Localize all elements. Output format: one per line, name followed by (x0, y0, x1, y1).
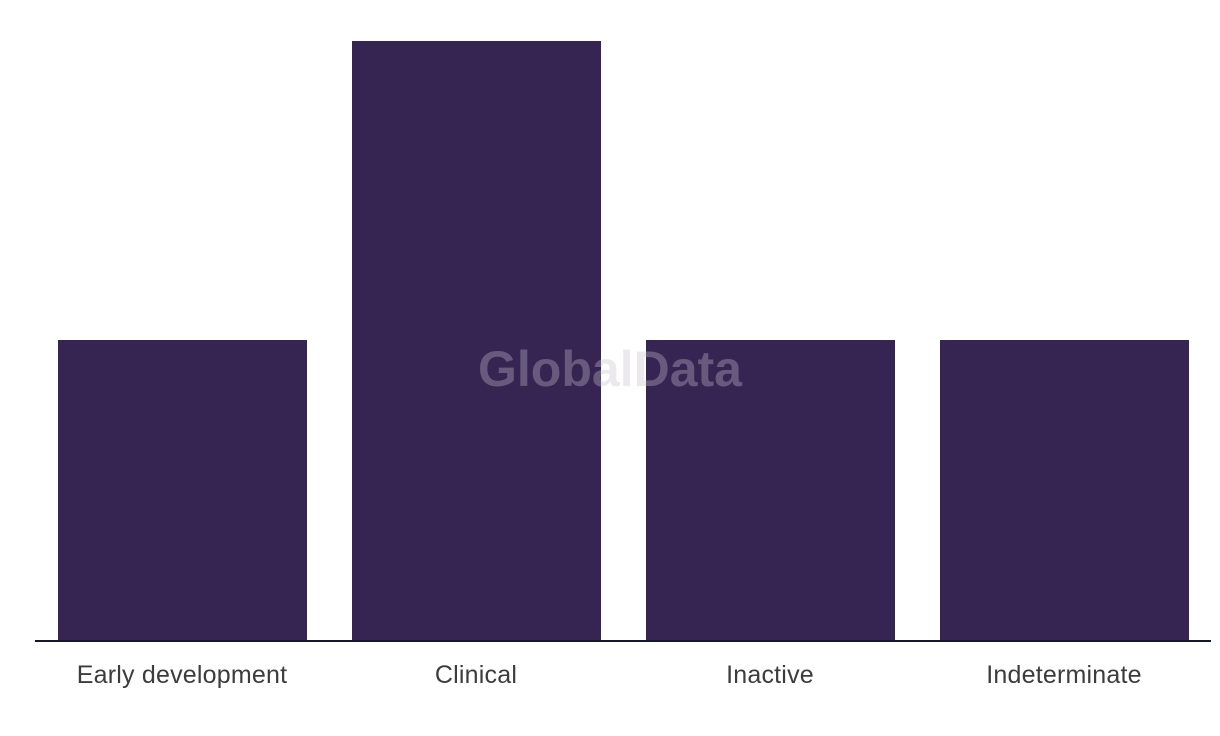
x-axis-label-early-development: Early development (76, 661, 288, 689)
bar-inactive[interactable] (645, 340, 895, 640)
x-axis-label-indeterminate: Indeterminate (986, 661, 1142, 689)
bar-early-development[interactable] (57, 340, 307, 640)
x-axis-label-clinical: Clinical (434, 661, 518, 689)
x-axis-label-inactive: Inactive (726, 661, 814, 689)
bar-clinical[interactable] (351, 41, 601, 640)
bar-indeterminate[interactable] (939, 340, 1189, 640)
x-axis-line (35, 640, 1211, 642)
